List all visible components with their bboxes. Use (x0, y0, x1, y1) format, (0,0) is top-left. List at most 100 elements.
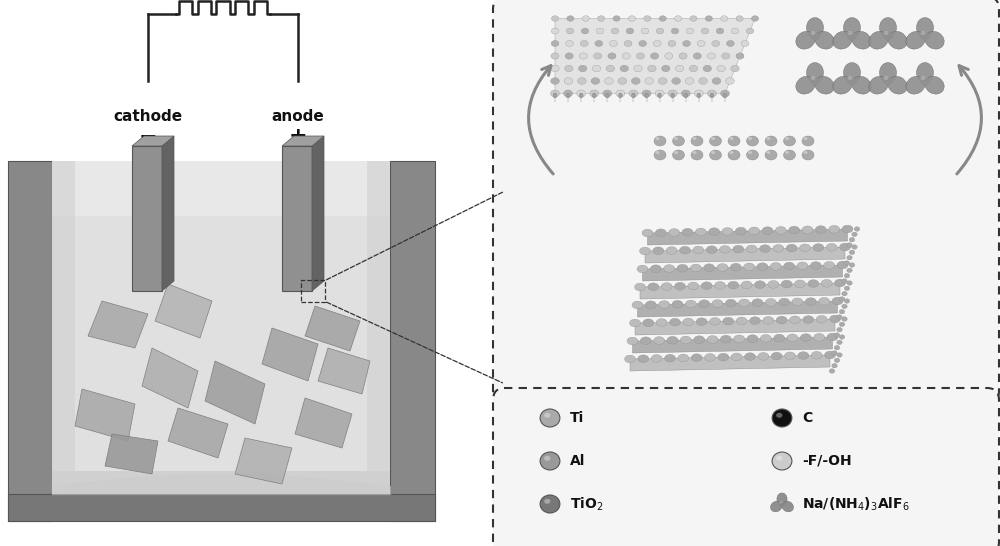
Ellipse shape (821, 280, 832, 287)
Polygon shape (52, 471, 390, 494)
Ellipse shape (884, 31, 889, 35)
Ellipse shape (829, 369, 835, 373)
Ellipse shape (658, 93, 662, 98)
Ellipse shape (842, 292, 847, 296)
Ellipse shape (762, 227, 773, 234)
Ellipse shape (567, 16, 574, 21)
Ellipse shape (566, 93, 570, 98)
Ellipse shape (852, 31, 871, 49)
Ellipse shape (705, 16, 712, 21)
Ellipse shape (688, 282, 699, 290)
Ellipse shape (802, 226, 813, 234)
FancyArrowPatch shape (529, 66, 553, 174)
Ellipse shape (757, 263, 768, 270)
Ellipse shape (808, 280, 819, 287)
Ellipse shape (854, 227, 860, 232)
Ellipse shape (645, 93, 649, 98)
Ellipse shape (630, 319, 640, 327)
Ellipse shape (692, 137, 696, 140)
Ellipse shape (709, 150, 721, 160)
Ellipse shape (731, 353, 742, 361)
Ellipse shape (683, 318, 694, 326)
Ellipse shape (645, 78, 654, 85)
Ellipse shape (925, 76, 944, 94)
Ellipse shape (677, 264, 688, 272)
Ellipse shape (634, 65, 642, 72)
Ellipse shape (661, 283, 672, 290)
Ellipse shape (616, 90, 625, 97)
Ellipse shape (770, 501, 782, 512)
Ellipse shape (844, 286, 850, 290)
Ellipse shape (804, 137, 808, 140)
Ellipse shape (847, 256, 852, 260)
Ellipse shape (748, 137, 752, 140)
Ellipse shape (848, 76, 852, 80)
Ellipse shape (810, 77, 820, 85)
Polygon shape (390, 161, 435, 521)
Ellipse shape (888, 31, 907, 49)
Ellipse shape (579, 53, 588, 59)
Ellipse shape (655, 137, 659, 140)
Ellipse shape (768, 281, 779, 288)
Ellipse shape (659, 16, 666, 21)
Ellipse shape (696, 318, 707, 325)
Ellipse shape (880, 17, 897, 38)
Ellipse shape (815, 31, 834, 49)
Ellipse shape (723, 317, 734, 325)
Polygon shape (312, 136, 324, 291)
Ellipse shape (717, 264, 728, 271)
Ellipse shape (544, 499, 550, 504)
Polygon shape (635, 319, 835, 335)
Ellipse shape (712, 78, 721, 85)
Ellipse shape (773, 245, 784, 252)
Ellipse shape (598, 16, 605, 21)
Ellipse shape (711, 137, 715, 140)
Ellipse shape (833, 31, 852, 49)
Ellipse shape (611, 28, 619, 34)
Ellipse shape (650, 265, 661, 272)
Ellipse shape (796, 31, 815, 49)
Ellipse shape (716, 28, 724, 34)
Ellipse shape (730, 137, 734, 140)
Ellipse shape (844, 261, 850, 265)
Ellipse shape (758, 353, 769, 360)
Ellipse shape (667, 336, 678, 344)
Ellipse shape (816, 316, 827, 323)
Ellipse shape (728, 150, 740, 160)
Ellipse shape (640, 247, 650, 255)
Ellipse shape (736, 16, 743, 21)
Ellipse shape (776, 316, 787, 324)
Ellipse shape (654, 150, 666, 160)
Ellipse shape (832, 364, 837, 368)
Ellipse shape (880, 63, 897, 82)
Ellipse shape (736, 53, 744, 59)
Ellipse shape (618, 78, 627, 85)
Ellipse shape (606, 65, 615, 72)
Ellipse shape (685, 78, 694, 85)
Ellipse shape (844, 17, 860, 38)
Ellipse shape (610, 40, 617, 46)
Ellipse shape (779, 501, 782, 503)
Ellipse shape (671, 28, 679, 34)
Ellipse shape (653, 40, 661, 46)
Ellipse shape (578, 78, 586, 85)
Ellipse shape (655, 90, 664, 97)
Ellipse shape (656, 319, 667, 327)
Text: TiO$_2$: TiO$_2$ (570, 495, 603, 513)
Ellipse shape (775, 227, 786, 234)
Ellipse shape (712, 300, 723, 307)
Ellipse shape (784, 262, 795, 270)
Ellipse shape (726, 78, 734, 85)
Ellipse shape (790, 316, 801, 324)
Polygon shape (52, 161, 75, 494)
Ellipse shape (565, 53, 573, 59)
Ellipse shape (834, 358, 840, 363)
Ellipse shape (605, 93, 609, 98)
Ellipse shape (829, 225, 840, 233)
Ellipse shape (648, 65, 656, 72)
Ellipse shape (798, 352, 809, 359)
Ellipse shape (815, 225, 826, 233)
Ellipse shape (551, 40, 559, 46)
Ellipse shape (642, 229, 653, 237)
Ellipse shape (691, 354, 702, 361)
